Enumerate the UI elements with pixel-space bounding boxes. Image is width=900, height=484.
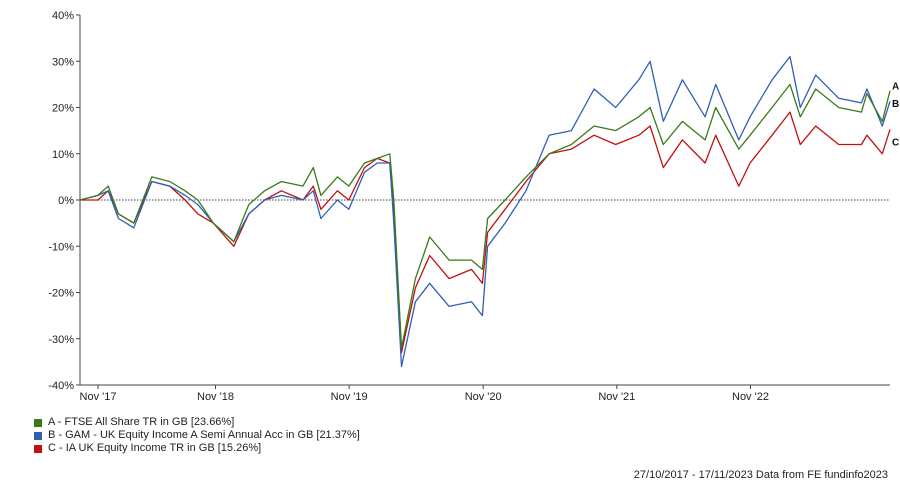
legend-item-c[interactable]: C - IA UK Equity Income TR in GB [15.26%… bbox=[34, 442, 360, 455]
series-end-label-a: A bbox=[892, 82, 899, 93]
legend-label-a: A - FTSE All Share TR in GB [23.66%] bbox=[48, 416, 235, 428]
legend-swatch-a bbox=[34, 418, 42, 427]
x-tick-label: Nov '21 bbox=[598, 391, 635, 400]
x-tick-label: Nov '22 bbox=[732, 391, 769, 400]
x-tick-label: Nov '17 bbox=[80, 391, 117, 400]
line-chart: 40%30%20%10%0%-10%-20%-30%-40% Nov '17 No… bbox=[48, 10, 899, 400]
x-tick-label: Nov '20 bbox=[465, 391, 502, 400]
y-tick-label: -30% bbox=[48, 334, 74, 346]
legend-swatch-b bbox=[34, 431, 42, 440]
series-line-a bbox=[79, 83, 891, 349]
legend-item-a[interactable]: A - FTSE All Share TR in GB [23.66%] bbox=[34, 416, 360, 429]
x-axis: Nov '17 Nov '18 Nov '19 Nov '20 Nov '21 Nov '… bbox=[80, 385, 769, 400]
series-end-label-b: B bbox=[892, 99, 899, 110]
y-axis: 40% 30% 20% 10% 0% -10% -20% -30% -40% bbox=[48, 10, 80, 392]
y-tick-label: -10% bbox=[48, 241, 74, 253]
y-tick-label: 20% bbox=[52, 103, 74, 115]
y-tick-label: 40% bbox=[52, 10, 74, 22]
x-tick-label: Nov '19 bbox=[331, 391, 368, 400]
legend-item-b[interactable]: B - GAM - UK Equity Income A Semi Annual… bbox=[34, 429, 360, 442]
series-end-label-c: C bbox=[892, 137, 899, 148]
legend: A - FTSE All Share TR in GB [23.66%] B -… bbox=[34, 416, 360, 455]
source-footer: 27/10/2017 - 17/11/2023 Data from FE fun… bbox=[633, 469, 888, 481]
y-tick-label: -20% bbox=[48, 288, 74, 300]
y-tick-label: -40% bbox=[48, 380, 74, 392]
series-end-labels: AB C bbox=[892, 82, 899, 149]
series-layer bbox=[79, 55, 891, 368]
legend-label-b: B - GAM - UK Equity Income A Semi Annual… bbox=[48, 429, 360, 441]
series-line-c bbox=[80, 111, 891, 354]
x-tick-label: Nov '18 bbox=[197, 391, 234, 400]
plot-frame bbox=[79, 15, 890, 386]
y-tick-label: 30% bbox=[52, 56, 74, 68]
y-tick-label: 0% bbox=[58, 195, 74, 207]
series-line-b bbox=[79, 55, 891, 368]
y-tick-label: 10% bbox=[52, 149, 74, 161]
legend-label-c: C - IA UK Equity Income TR in GB [15.26%… bbox=[48, 442, 262, 454]
legend-swatch-c bbox=[34, 444, 42, 453]
